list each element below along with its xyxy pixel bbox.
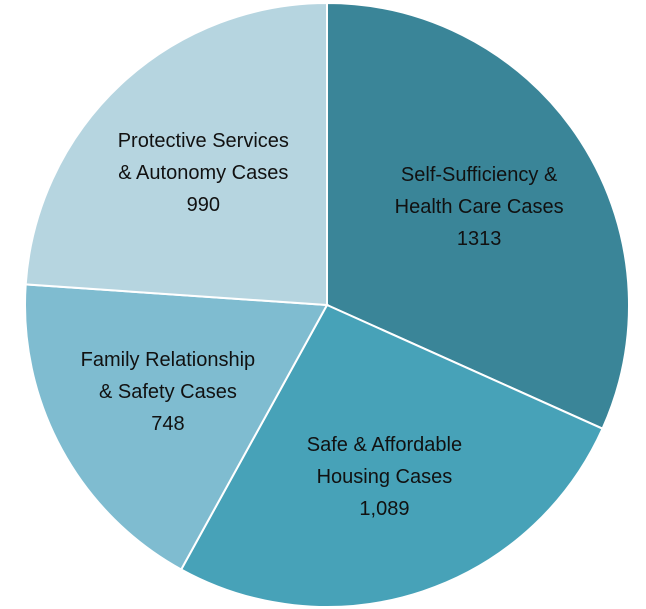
pie-slice [24,283,329,571]
slice-label: Protective Services & Autonomy Cases 990 [113,125,293,221]
category-label: Safe & Affordable Housing Cases [306,433,463,488]
slice-label: Self-Sufficiency & Health Care Cases 1313 [389,159,569,255]
pie-slice [24,1,328,307]
slice-label: Family Relationship & Safety Cases 748 [78,344,258,440]
slice-label: Safe & Affordable Housing Cases 1,089 [294,429,474,525]
pie-slice [326,1,630,430]
category-label: Self-Sufficiency & Health Care Cases [394,163,564,218]
value-label: 990 [186,193,220,216]
value-label: 1,089 [359,497,410,520]
category-label: Protective Services & Autonomy Cases [117,129,289,184]
value-label: 1313 [456,227,502,250]
pie-slice [179,303,604,608]
value-label: 748 [151,412,185,435]
category-label: Family Relationship & Safety Cases [80,348,256,403]
